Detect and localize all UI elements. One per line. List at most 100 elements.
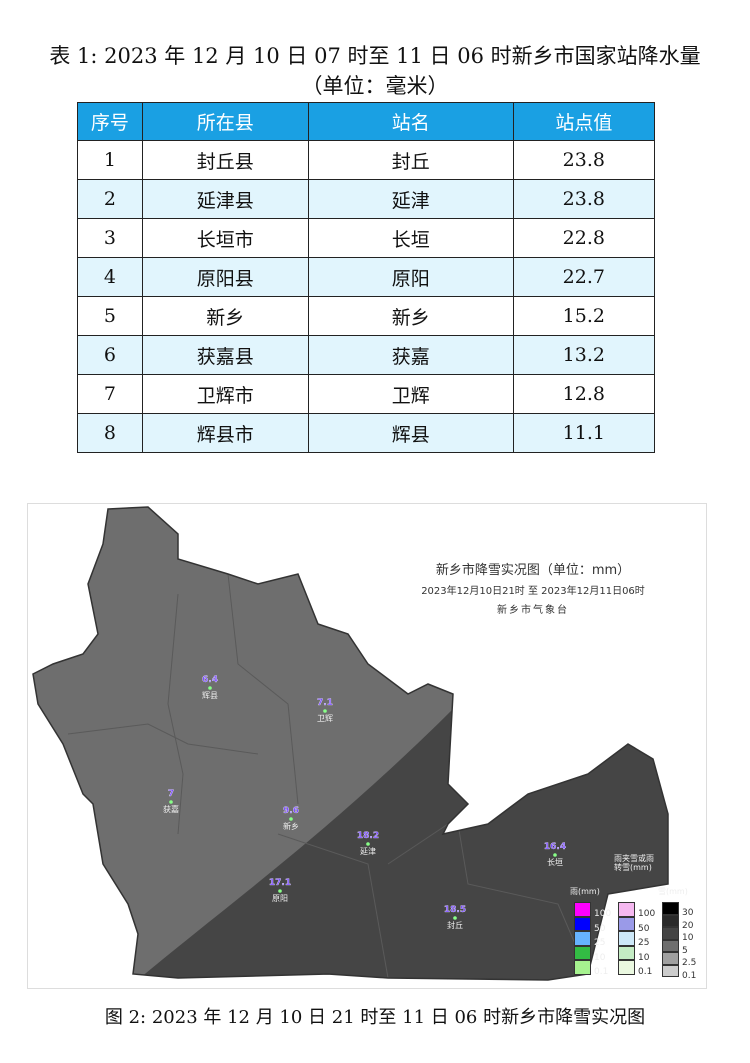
station-value: 16.4	[544, 842, 566, 852]
table-cell: 1	[77, 140, 143, 180]
table-row: 8 辉县市 辉县 11.1	[77, 413, 656, 453]
station-name: 延津	[360, 846, 376, 856]
legend-title-rain: 雨(mm)	[570, 887, 600, 896]
station-value: 6.4	[202, 675, 218, 685]
table-cell: 23.8	[512, 179, 656, 219]
table-cell: 卫辉	[307, 374, 514, 414]
table-row: 4 原阳县 原阳 22.7	[77, 257, 656, 297]
station-name: 长垣	[547, 857, 563, 867]
station-name: 新乡	[283, 821, 299, 831]
table-row: 1 封丘县 封丘 23.8	[77, 140, 656, 180]
station-name: 卫辉	[317, 714, 333, 723]
station-value: 18.2	[357, 831, 379, 841]
table-row: 3 长垣市 长垣 22.8	[77, 218, 656, 258]
station-dot	[323, 709, 327, 713]
station-value: 9.6	[283, 806, 299, 816]
legend-swatch	[662, 952, 679, 965]
table-row: 6 获嘉县 获嘉 13.2	[77, 335, 656, 375]
column-header: 站点值	[512, 102, 656, 141]
table-row: 5 新乡 新乡 15.2	[77, 296, 656, 336]
station-name: 封丘	[447, 920, 463, 930]
legend-label: 50	[594, 923, 606, 934]
legend-swatch	[662, 914, 679, 927]
legend-swatch	[618, 960, 635, 975]
table-cell: 获嘉	[307, 335, 514, 375]
legend-swatch	[662, 927, 679, 940]
table-cell: 原阳	[307, 257, 514, 297]
table-cell: 11.1	[512, 413, 656, 453]
legend-swatch	[574, 945, 591, 960]
table-cell: 延津	[307, 179, 514, 219]
snowfall-map: 6.4 辉县 7.1 卫辉 7 获嘉 9.6 新乡 18.2 延津 17.1 原阳 18.5 封丘 16.4…	[27, 503, 707, 989]
station-value: 17.1	[269, 878, 291, 888]
legend-label: 100	[638, 909, 656, 920]
table-cell: 原阳县	[141, 257, 309, 297]
legend-swatch	[618, 931, 635, 946]
station-dot	[289, 817, 293, 821]
table-cell: 8	[77, 413, 143, 453]
column-header: 所在县	[141, 102, 309, 141]
table-row: 2 延津县 延津 23.8	[77, 179, 656, 219]
figure-caption: 图 2: 2023 年 12 月 10 日 21 时至 11 日 06 时新乡市…	[104, 1007, 646, 1028]
legend-label: 0.1	[638, 967, 653, 978]
table-cell: 12.8	[512, 374, 656, 414]
station-dot	[453, 916, 457, 920]
table-row: 7 卫辉市 卫辉 12.8	[77, 374, 656, 414]
table-cell: 封丘	[307, 140, 514, 180]
legend-label: 20	[682, 920, 694, 931]
table-cell: 卫辉市	[141, 374, 309, 414]
table-cell: 获嘉县	[141, 335, 309, 375]
table-cell: 15.2	[512, 296, 656, 336]
legend-label: 30	[682, 908, 694, 919]
table-cell: 新乡	[307, 296, 514, 336]
table-cell: 23.8	[512, 140, 656, 180]
legend-swatch	[618, 916, 635, 931]
station-dot	[553, 853, 557, 857]
map-title: 新乡市降雪实况图（单位：mm）	[435, 563, 631, 578]
table-cell: 5	[77, 296, 143, 336]
station-dot	[169, 800, 173, 804]
legend-swatch	[574, 916, 591, 931]
legend-label: 25	[638, 938, 650, 949]
table-cell: 辉县	[307, 413, 514, 453]
legend-swatch	[618, 902, 635, 917]
station-value: 18.5	[444, 905, 466, 915]
station-dot	[366, 842, 370, 846]
legend-label: 5	[682, 945, 688, 956]
table-caption: 表 1: 2023 年 12 月 10 日 07 时至 11 日 06 时新乡市…	[49, 44, 701, 68]
table-cell: 新乡	[141, 296, 309, 336]
legend-label: 100	[594, 909, 612, 920]
legend-swatch	[574, 902, 591, 917]
table-cell: 2	[77, 179, 143, 219]
table-cell: 22.7	[512, 257, 656, 297]
precipitation-table: 序号 所在县 站名 站点值 1 封丘县 封丘 23.8 2 延津县 延津 23.8 3 长垣市 长垣 22.…	[77, 102, 656, 453]
table-cell: 长垣市	[141, 218, 309, 258]
legend-label: 10	[594, 952, 606, 963]
table-cell: 辉县市	[141, 413, 309, 453]
legend-swatch	[662, 902, 679, 915]
legend-swatch	[662, 939, 679, 952]
table-cell: 延津县	[141, 179, 309, 219]
legend-label: 2.5	[682, 958, 697, 969]
legend-title-snow: 雪(mm)	[658, 887, 688, 896]
station-name: 获嘉	[163, 804, 179, 814]
table-cell: 3	[77, 218, 143, 258]
table-cell: 7	[77, 374, 143, 414]
legend-label: 0.1	[682, 970, 697, 981]
station-name: 辉县	[202, 691, 218, 700]
table-cell: 封丘县	[141, 140, 309, 180]
legend-label: 50	[638, 923, 650, 934]
station-value: 7	[168, 789, 174, 799]
legend-label: 10	[638, 952, 650, 963]
map-period: 2023年12月10日21时 至 2023年12月11日06时	[421, 586, 645, 597]
station-value: 7.1	[317, 698, 333, 708]
table-unit: （单位：毫米）	[301, 74, 449, 98]
station-dot	[208, 686, 212, 690]
map-issuer: 新乡市气象台	[497, 605, 569, 616]
station-dot	[278, 889, 282, 893]
legend-label: 0.1	[594, 967, 609, 978]
table-cell: 4	[77, 257, 143, 297]
table-cell: 13.2	[512, 335, 656, 375]
column-header: 站名	[307, 102, 514, 141]
legend-swatch	[618, 945, 635, 960]
